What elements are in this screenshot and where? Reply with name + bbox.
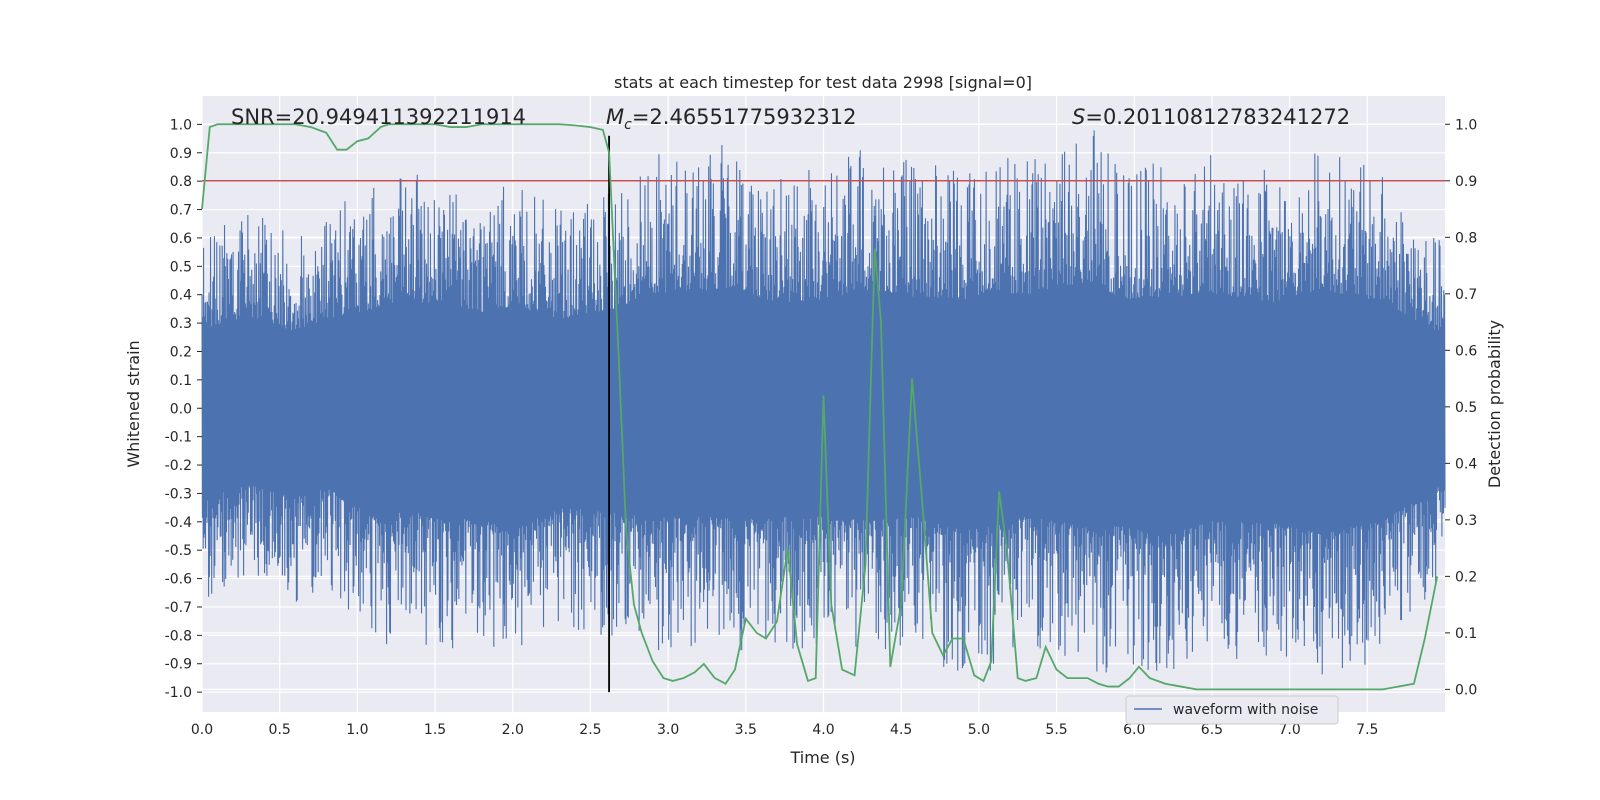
y-tick-label: 0.5 bbox=[170, 259, 192, 275]
y-tick-label: -0.1 bbox=[165, 430, 192, 446]
legend-entry: waveform with noise bbox=[1173, 702, 1318, 718]
y-tick-label: 0.6 bbox=[170, 231, 192, 247]
legend: waveform with noise bbox=[1125, 695, 1339, 725]
y-tick-label: 0.9 bbox=[170, 146, 192, 162]
y-tick-label: -0.8 bbox=[165, 628, 192, 644]
y-tick-label: 1.0 bbox=[170, 117, 192, 133]
x-tick-label: 5.5 bbox=[1045, 722, 1067, 738]
y2-tick-label: 0.2 bbox=[1455, 569, 1477, 585]
x-tick-label: 7.0 bbox=[1278, 722, 1300, 738]
x-tick-label: 5.0 bbox=[968, 722, 990, 738]
y2-axis-label: Detection probability bbox=[1485, 320, 1504, 488]
s-value: =0.20110812783241272 bbox=[1085, 105, 1350, 129]
y2-tick-label: 0.5 bbox=[1455, 400, 1477, 416]
y-tick-label: 0.7 bbox=[170, 203, 192, 219]
y-tick-label: -0.7 bbox=[165, 600, 192, 616]
y2-tick-label: 0.0 bbox=[1455, 682, 1477, 698]
x-tick-label: 3.5 bbox=[735, 722, 757, 738]
s-annotation: S=0.20110812783241272 bbox=[1072, 105, 1350, 129]
detection-probability-series bbox=[201, 123, 1439, 691]
x-tick-label: 6.5 bbox=[1201, 722, 1223, 738]
y-tick-label: 0.4 bbox=[170, 288, 192, 304]
x-tick-label: 6.0 bbox=[1123, 722, 1145, 738]
chirp-mass-value: =2.46551775932312 bbox=[632, 105, 857, 129]
y2-tick-label: 1.0 bbox=[1455, 117, 1477, 133]
chirp-mass-subscript: c bbox=[624, 117, 632, 133]
y2-tick-label: 0.4 bbox=[1455, 456, 1477, 472]
y2-tick-label: 0.6 bbox=[1455, 343, 1477, 359]
chirp-mass-annotation: Mc=2.46551775932312 bbox=[606, 105, 857, 133]
y2-tick-label: 0.7 bbox=[1455, 287, 1477, 303]
y-tick-label: 0.8 bbox=[170, 174, 192, 190]
y-axis-label: Whitened strain bbox=[124, 340, 143, 467]
y-tick-label: 0.2 bbox=[170, 344, 192, 360]
x-axis-label: Time (s) bbox=[789, 748, 855, 767]
waveform-line bbox=[201, 130, 1446, 675]
y2-tick-label: 0.3 bbox=[1455, 513, 1477, 529]
y-tick-label: -1.0 bbox=[165, 685, 192, 701]
x-tick-label: 2.5 bbox=[579, 722, 601, 738]
x-tick-label: 4.0 bbox=[812, 722, 834, 738]
chirp-mass-symbol: M bbox=[606, 105, 624, 129]
y-tick-label: -0.6 bbox=[165, 572, 192, 588]
chart-title: stats at each timestep for test data 299… bbox=[614, 73, 1032, 92]
y-tick-label: 0.1 bbox=[170, 373, 192, 389]
s-symbol: S bbox=[1072, 105, 1085, 129]
axis-ticks: 0.0 0.5 1.0 1.5 2.0 2.5 3.0 3.5 4.0 4.5 5.0 5.5 6.0 6… bbox=[165, 117, 1478, 738]
x-tick-label: 7.5 bbox=[1356, 722, 1378, 738]
y2-tick-label: 0.9 bbox=[1455, 174, 1477, 190]
y-tick-label: 0.3 bbox=[170, 316, 192, 332]
snr-annotation: SNR=20.949411392211914 bbox=[231, 105, 526, 129]
y-tick-label: -0.3 bbox=[165, 486, 192, 502]
x-tick-label: 1.0 bbox=[346, 722, 368, 738]
x-tick-label: 0.5 bbox=[269, 722, 291, 738]
y-tick-label: 0.0 bbox=[170, 401, 192, 417]
probability-line bbox=[201, 123, 1439, 691]
y-tick-label: -0.9 bbox=[165, 657, 192, 673]
y2-tick-label: 0.8 bbox=[1455, 230, 1477, 246]
y-tick-label: -0.5 bbox=[165, 543, 192, 559]
x-tick-label: 2.0 bbox=[502, 722, 524, 738]
y-tick-label: -0.4 bbox=[165, 515, 192, 531]
x-tick-label: 4.5 bbox=[890, 722, 912, 738]
legend-box bbox=[1125, 695, 1339, 725]
y-tick-label: -0.2 bbox=[165, 458, 192, 474]
y2-tick-label: 0.1 bbox=[1455, 626, 1477, 642]
x-tick-label: 3.0 bbox=[657, 722, 679, 738]
x-tick-label: 0.0 bbox=[191, 722, 213, 738]
x-tick-label: 1.5 bbox=[424, 722, 446, 738]
waveform-series bbox=[201, 130, 1446, 675]
